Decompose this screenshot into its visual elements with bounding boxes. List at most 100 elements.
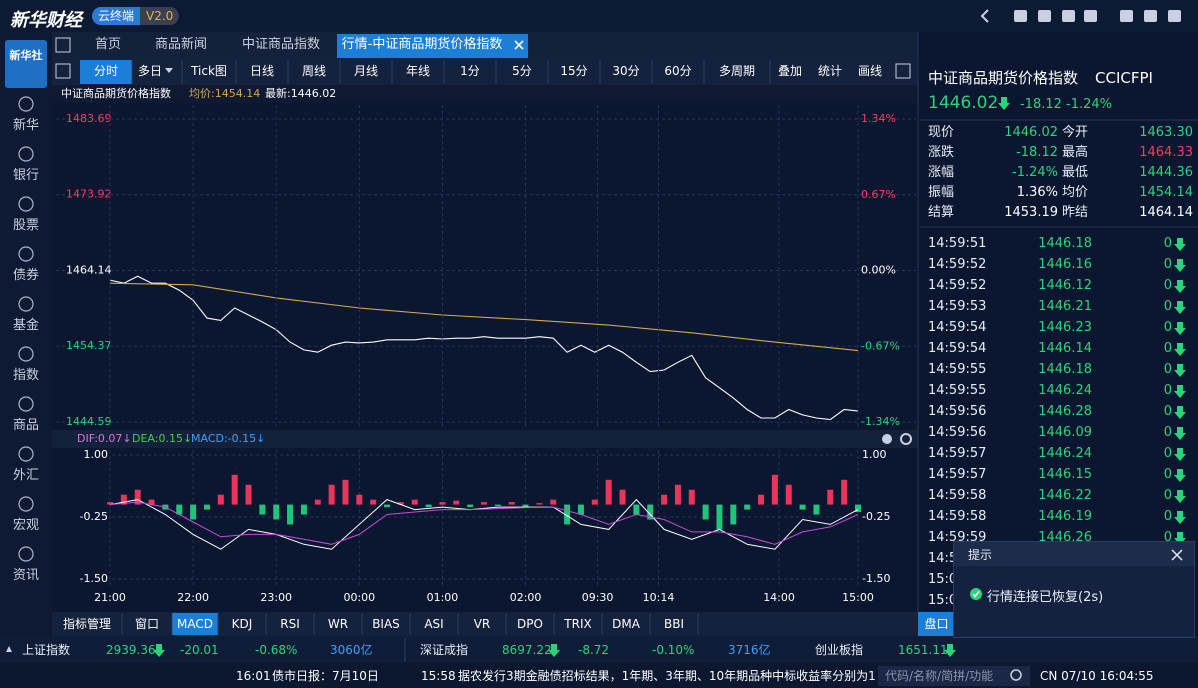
- badge: 云终端: [92, 7, 141, 25]
- indicator-tab[interactable]: WR: [327, 617, 349, 631]
- toolbar-button[interactable]: 60分: [664, 64, 692, 78]
- price-line: [109, 275, 859, 421]
- macd-legend: DEA:0.15↓: [132, 432, 193, 445]
- sidebar-item[interactable]: 新华: [12, 118, 39, 133]
- market-name[interactable]: 深证成指: [420, 643, 469, 657]
- popup-message: 行情连接已恢复(2s): [987, 590, 1104, 605]
- tick-time: 14:59:56: [928, 425, 987, 440]
- toolbar-button[interactable]: 日线: [249, 64, 274, 78]
- panel-tab[interactable]: 盘口: [924, 617, 949, 631]
- sidebar-item[interactable]: 股票: [12, 218, 39, 233]
- tick-time: 14:59:52: [928, 257, 987, 272]
- quote-label: 现价: [928, 125, 955, 140]
- footer-news[interactable]: 据农发行3期金融债招标结果，1年期、3年期、10年期品种中标收益率分别为1.: [458, 669, 876, 683]
- market-value: 1651.11: [898, 643, 948, 657]
- macd-bar: [771, 474, 778, 505]
- toolbar-glyph: [1120, 10, 1133, 22]
- indicator-tab[interactable]: KDJ: [231, 617, 253, 631]
- version: V2.0: [140, 7, 180, 25]
- toolbar-button[interactable]: Tick图: [191, 64, 227, 78]
- toolbar-button[interactable]: 月线: [353, 64, 378, 78]
- indicator-tab[interactable]: BIAS: [372, 617, 400, 631]
- sidebar-item[interactable]: 商品: [12, 418, 39, 433]
- quote-label: 最高: [1062, 145, 1089, 160]
- sidebar-icon: [18, 246, 34, 262]
- market-name[interactable]: 创业板指: [815, 643, 864, 657]
- tick-volume: 0: [1163, 320, 1172, 335]
- market-name[interactable]: 上证指数: [22, 643, 71, 657]
- y-tick-label: 1.00: [862, 448, 887, 461]
- tab[interactable]: 首页: [94, 37, 121, 52]
- sidebar-item[interactable]: 指数: [12, 368, 39, 383]
- sidebar-icon: [18, 496, 34, 512]
- tab[interactable]: 行情-中证商品期货价格指数: [341, 37, 503, 52]
- toolbar-icon: [895, 63, 911, 79]
- macd-bar: [591, 499, 598, 505]
- sidebar-logo-bg: [5, 40, 47, 88]
- toolbar-button[interactable]: 周线: [301, 64, 326, 78]
- quote-label: 涨跌: [928, 145, 955, 160]
- tick-price: 1446.12: [1038, 278, 1092, 293]
- toolbar-active: [80, 60, 132, 84]
- sidebar-item[interactable]: 资讯: [12, 568, 39, 583]
- macd-bar: [827, 489, 834, 505]
- indicator-tab[interactable]: BBI: [663, 617, 684, 631]
- search-box: [878, 666, 1030, 686]
- macd-bar: [425, 504, 432, 508]
- sidebar-item[interactable]: 银行: [12, 168, 39, 183]
- indicator-tab[interactable]: 指标管理: [62, 617, 111, 631]
- footer-news[interactable]: 债市日报：7月10日: [272, 669, 379, 683]
- indicator-tab[interactable]: 窗口: [134, 617, 159, 631]
- y-tick-label: 1464.14: [66, 264, 112, 277]
- indicator-tab[interactable]: DPO: [517, 617, 543, 631]
- toolbar-button[interactable]: 统计: [817, 64, 842, 78]
- search-input[interactable]: 代码/名称/简拼/功能: [885, 669, 994, 683]
- tab[interactable]: 中证商品指数: [241, 37, 320, 52]
- tick-time: 14:59:57: [928, 467, 987, 482]
- toolbar-button[interactable]: 多日: [137, 64, 162, 78]
- quote-value: 1446.02: [1004, 125, 1058, 140]
- tab[interactable]: 商品新闻: [154, 37, 207, 52]
- y-tick-label: -0.25: [80, 510, 108, 523]
- down-arrow: [548, 644, 560, 657]
- macd-bar: [273, 504, 280, 520]
- sidebar-item[interactable]: 外汇: [12, 468, 39, 483]
- x-tick-label: 14:00: [763, 591, 795, 604]
- ok-icon: [970, 588, 982, 600]
- indicator-tab[interactable]: RSI: [280, 617, 300, 631]
- sidebar-item[interactable]: 宏观: [12, 518, 39, 533]
- x-tick-label: 09:30: [582, 591, 614, 604]
- back-icon: [980, 9, 989, 23]
- toolbar-button[interactable]: 1分: [460, 64, 480, 78]
- toolbar-button[interactable]: 5分: [512, 64, 532, 78]
- popup-close[interactable]: [1170, 548, 1184, 562]
- sidebar-icon: [18, 146, 34, 162]
- sidebar-item[interactable]: 基金: [12, 318, 39, 333]
- toolbar-button[interactable]: 画线: [857, 64, 882, 78]
- indicator-tab[interactable]: MACD: [177, 617, 213, 631]
- toolbar-button[interactable]: 叠加: [777, 64, 802, 78]
- quote-value: 1463.30: [1139, 125, 1193, 140]
- toolbar-button[interactable]: 分时: [93, 64, 118, 78]
- sidebar-item[interactable]: 债券: [12, 268, 39, 283]
- toolbar-button[interactable]: 年线: [405, 64, 430, 78]
- tick-time: 14:59:55: [928, 362, 987, 377]
- toolbar-button[interactable]: 15分: [560, 64, 588, 78]
- macd-bar: [148, 499, 155, 505]
- indicator-tab[interactable]: DMA: [612, 617, 640, 631]
- macd-bar: [231, 474, 238, 505]
- toolbar-button[interactable]: 多周期: [718, 64, 755, 78]
- tick-time: 14:59:54: [928, 320, 987, 335]
- quote-value: 1.36%: [1016, 185, 1058, 200]
- macd-bar: [467, 504, 474, 508]
- macd-bar: [647, 504, 654, 520]
- indicator-tab[interactable]: ASI: [424, 617, 444, 631]
- toolbar-glyph: [1038, 10, 1051, 22]
- indicator-tab[interactable]: TRIX: [564, 617, 592, 631]
- tick-price: 1446.15: [1038, 467, 1092, 482]
- tick-volume: 0: [1163, 404, 1172, 419]
- toolbar-button[interactable]: 30分: [612, 64, 640, 78]
- indicator-tab[interactable]: VR: [473, 617, 491, 631]
- popup-title: 提示: [968, 548, 993, 562]
